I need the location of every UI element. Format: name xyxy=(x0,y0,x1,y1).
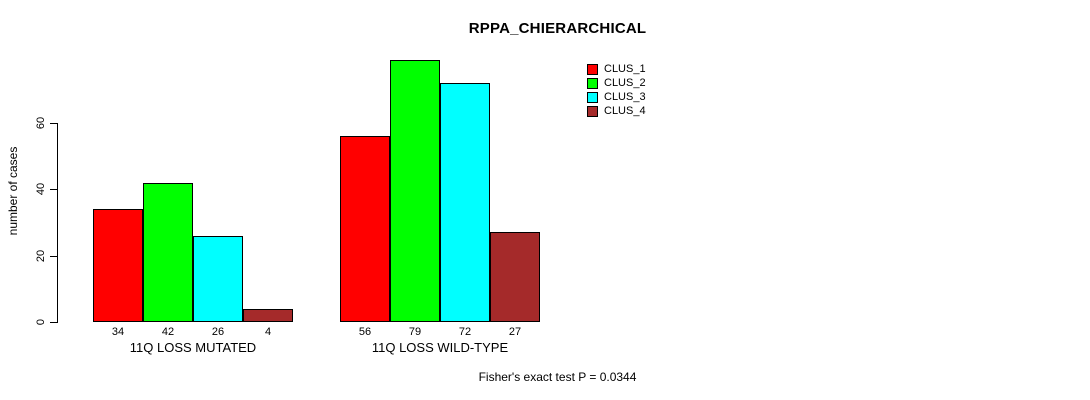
bar-value-label: 27 xyxy=(508,326,522,338)
bar-clus_2-group1 xyxy=(143,183,193,322)
y-tick-mark xyxy=(50,322,57,323)
bar-clus_3-group2 xyxy=(440,83,490,322)
bar-value-label: 72 xyxy=(458,326,472,338)
bar-clus_2-group2 xyxy=(390,60,440,322)
bar-value-label: 42 xyxy=(161,326,175,338)
y-tick-mark xyxy=(50,189,57,190)
bar-clus_1-group2 xyxy=(340,136,390,322)
bar-value-label: 26 xyxy=(211,326,225,338)
y-tick-label: 20 xyxy=(35,249,47,263)
y-tick-label: 60 xyxy=(35,116,47,130)
chart-title: RPPA_CHIERARCHICAL xyxy=(468,20,647,37)
y-tick-label: 40 xyxy=(35,182,47,196)
bar-value-label: 79 xyxy=(408,326,422,338)
y-tick-label: 0 xyxy=(35,318,47,326)
y-tick-mark xyxy=(50,123,57,124)
legend-item-clus_4: CLUS_4 xyxy=(587,105,646,118)
bar-value-label: 56 xyxy=(358,326,372,338)
legend-label: CLUS_1 xyxy=(604,63,646,75)
legend: CLUS_1 CLUS_2 CLUS_3 CLUS_4 xyxy=(587,63,646,119)
legend-label: CLUS_2 xyxy=(604,77,646,89)
legend-swatch-clus_2 xyxy=(587,78,598,89)
annotation-text: Fisher's exact test P = 0.0344 xyxy=(478,370,637,384)
y-axis-label: number of cases xyxy=(6,146,20,236)
bar-value-label: 4 xyxy=(264,326,272,338)
y-tick-mark xyxy=(50,256,57,257)
legend-swatch-clus_4 xyxy=(587,106,598,117)
y-axis-line xyxy=(57,123,58,323)
category-label: 11Q LOSS WILD-TYPE xyxy=(371,340,509,355)
bar-clus_4-group2 xyxy=(490,232,540,322)
bar-clus_4-group1 xyxy=(243,309,293,322)
legend-item-clus_2: CLUS_2 xyxy=(587,77,646,90)
legend-swatch-clus_1 xyxy=(587,64,598,75)
legend-label: CLUS_4 xyxy=(604,105,646,117)
legend-item-clus_1: CLUS_1 xyxy=(587,63,646,76)
bar-value-label: 34 xyxy=(111,326,125,338)
legend-swatch-clus_3 xyxy=(587,92,598,103)
legend-label: CLUS_3 xyxy=(604,91,646,103)
legend-item-clus_3: CLUS_3 xyxy=(587,91,646,104)
bar-clus_1-group1 xyxy=(93,209,143,322)
bar-clus_3-group1 xyxy=(193,236,243,322)
category-label: 11Q LOSS MUTATED xyxy=(129,340,257,355)
